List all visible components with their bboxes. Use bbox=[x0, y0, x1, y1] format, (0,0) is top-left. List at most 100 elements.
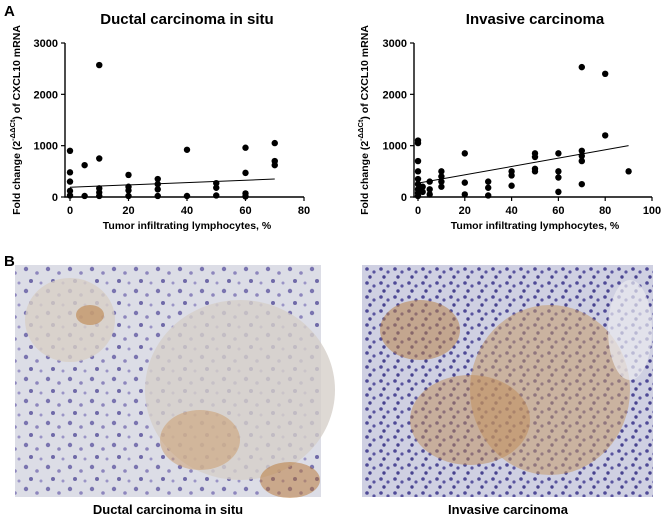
data-point bbox=[66, 187, 74, 195]
x-tick-label: 0 bbox=[67, 205, 73, 217]
data-point bbox=[555, 150, 562, 157]
x-tick-label: 60 bbox=[552, 205, 564, 217]
data-point bbox=[602, 132, 609, 139]
y-axis-label-part: ) of CXCL10 mRNA bbox=[11, 25, 23, 120]
chart-title: Ductal carcinoma in situ bbox=[100, 11, 273, 28]
data-point bbox=[81, 161, 88, 169]
data-point bbox=[125, 171, 132, 179]
data-point bbox=[578, 147, 585, 154]
y-tick-label: 0 bbox=[401, 192, 407, 204]
data-point bbox=[461, 191, 468, 198]
data-point bbox=[213, 192, 220, 199]
data-point bbox=[426, 178, 433, 185]
data-point bbox=[154, 175, 161, 183]
data-point bbox=[66, 147, 74, 154]
data-point bbox=[414, 157, 422, 165]
stain bbox=[380, 300, 460, 360]
x-tick-label: 40 bbox=[505, 205, 517, 217]
x-tick-label: 20 bbox=[122, 205, 134, 217]
data-point bbox=[531, 168, 539, 175]
data-point bbox=[625, 168, 632, 175]
data-point bbox=[555, 168, 562, 175]
y-axis-label-part: Fold change (2 bbox=[359, 141, 371, 215]
y-axis-label: Fold change (2-ΔΔCt) of CXCL10 mRNA bbox=[8, 25, 23, 215]
x-tick-label: 40 bbox=[181, 205, 193, 217]
y-tick-label: 1000 bbox=[383, 141, 407, 153]
y-tick-label: 2000 bbox=[383, 89, 407, 101]
x-tick-label: 100 bbox=[643, 205, 661, 217]
data-point bbox=[438, 173, 445, 180]
data-point bbox=[508, 182, 515, 189]
y-axis-label-part: ) of CXCL10 mRNA bbox=[359, 25, 371, 120]
data-point bbox=[66, 178, 74, 185]
x-tick-label: 80 bbox=[599, 205, 611, 217]
panel-label: A bbox=[4, 3, 15, 20]
micrograph bbox=[15, 265, 335, 498]
data-point bbox=[461, 150, 468, 157]
x-axis-label: Tumor infiltrating lymphocytes, % bbox=[103, 220, 272, 232]
data-point bbox=[414, 175, 422, 183]
x-tick-label: 80 bbox=[298, 205, 310, 217]
data-point bbox=[426, 186, 433, 193]
trend-line bbox=[69, 178, 275, 188]
y-axis-label-superscript: -ΔΔCt bbox=[8, 119, 17, 141]
data-point bbox=[602, 70, 609, 78]
data-point bbox=[125, 187, 132, 194]
data-point bbox=[213, 179, 220, 187]
data-point bbox=[183, 192, 191, 200]
data-point bbox=[242, 193, 249, 200]
data-point bbox=[485, 178, 492, 185]
y-tick-label: 2000 bbox=[34, 89, 58, 101]
data-point bbox=[154, 192, 161, 200]
chart-title: Invasive carcinoma bbox=[466, 11, 605, 28]
data-point bbox=[242, 144, 249, 151]
tumor-nest bbox=[25, 278, 115, 362]
caption: Ductal carcinoma in situ bbox=[93, 502, 243, 517]
data-point bbox=[96, 155, 103, 162]
data-point bbox=[438, 183, 445, 190]
data-point bbox=[66, 192, 74, 199]
data-point bbox=[461, 179, 468, 186]
data-point bbox=[414, 168, 422, 175]
y-tick-label: 3000 bbox=[383, 38, 407, 50]
data-point bbox=[531, 153, 539, 161]
stain bbox=[410, 375, 530, 465]
data-point bbox=[242, 169, 249, 177]
axis bbox=[413, 43, 652, 198]
data-point bbox=[508, 172, 515, 179]
data-point bbox=[414, 192, 422, 200]
data-point bbox=[66, 169, 74, 176]
data-point bbox=[414, 139, 422, 147]
data-point bbox=[183, 146, 191, 153]
x-axis-label: Tumor infiltrating lymphocytes, % bbox=[451, 220, 620, 232]
x-tick-label: 60 bbox=[239, 205, 251, 217]
y-axis-label-part: Fold change (2 bbox=[11, 141, 23, 215]
data-point bbox=[578, 180, 585, 188]
data-point bbox=[125, 192, 132, 200]
y-axis-label: Fold change (2-ΔΔCt) of CXCL10 mRNA bbox=[356, 25, 371, 215]
data-point bbox=[419, 188, 426, 196]
x-tick-label: 0 bbox=[415, 205, 421, 217]
y-axis-label-superscript: -ΔΔCt bbox=[356, 119, 365, 141]
data-point bbox=[485, 184, 492, 191]
y-tick-label: 0 bbox=[52, 192, 58, 204]
micrograph bbox=[362, 265, 653, 497]
data-point bbox=[96, 192, 103, 200]
data-point bbox=[438, 178, 445, 185]
data-point bbox=[426, 191, 433, 198]
data-point bbox=[578, 152, 585, 160]
data-point bbox=[438, 168, 445, 175]
y-tick-label: 3000 bbox=[34, 38, 58, 50]
data-point bbox=[271, 161, 278, 169]
data-point bbox=[419, 183, 426, 190]
stain bbox=[260, 462, 320, 498]
stroma bbox=[608, 280, 652, 380]
data-point bbox=[578, 157, 585, 165]
data-point bbox=[485, 192, 492, 199]
data-point bbox=[213, 184, 220, 191]
data-point bbox=[271, 139, 278, 147]
trend-line bbox=[417, 145, 629, 184]
data-point bbox=[414, 180, 422, 188]
data-point bbox=[96, 61, 103, 69]
